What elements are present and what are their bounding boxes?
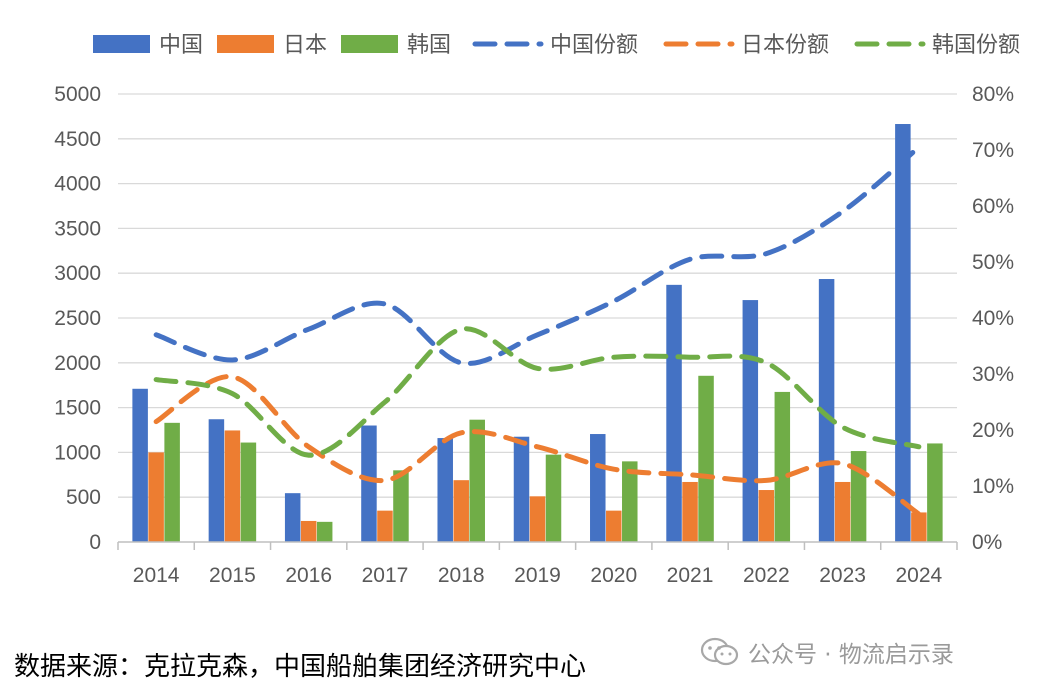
bar (240, 442, 257, 542)
bar (300, 520, 317, 542)
bar (284, 493, 301, 542)
legend-label: 日本 (283, 33, 327, 58)
legend-swatch (93, 35, 150, 53)
gridlines (118, 93, 957, 498)
wechat-icon (700, 637, 739, 666)
bar (895, 124, 911, 543)
legend-label: 中国 (159, 33, 203, 58)
bar (834, 481, 851, 542)
share-lines (153, 144, 922, 517)
legend-label: 韩国份额 (932, 33, 1020, 58)
axes: 0 500 1000 1500 2000 2500 3000 3500 4000 4500 5000… (54, 83, 1014, 587)
bar (469, 419, 485, 542)
y-right-tick-label: 40% (972, 307, 1014, 330)
y-left-tick-label: 0 (89, 531, 101, 554)
y-right-tick-label: 70% (972, 139, 1014, 162)
y-left-tick-label: 4500 (54, 128, 101, 151)
bar (758, 490, 775, 542)
bar (682, 481, 698, 542)
x-tick-label: 2017 (362, 564, 409, 587)
y-right-tick-label: 50% (972, 251, 1014, 274)
y-right-tick-label: 10% (972, 475, 1014, 498)
bar (622, 461, 638, 542)
x-tick-label: 2016 (285, 564, 332, 587)
bar (208, 419, 225, 542)
bar (742, 300, 759, 542)
bar (393, 470, 409, 542)
y-left-tick-label: 1500 (54, 397, 101, 420)
bar (132, 388, 148, 542)
bar (606, 510, 622, 542)
bar (590, 434, 606, 542)
share-line (153, 144, 922, 366)
y-left-tick-label: 3500 (54, 217, 101, 240)
legend-label: 韩国 (407, 33, 451, 58)
x-tick-label: 2014 (133, 564, 180, 587)
y-left-tick-label: 2000 (54, 352, 101, 375)
watermark-text: 公众号 · 物流启示录 (748, 642, 954, 668)
bar (545, 454, 562, 542)
bar (316, 521, 333, 542)
y-left-tick-label: 3000 (54, 262, 101, 285)
bar (774, 391, 791, 542)
bar (513, 436, 530, 542)
x-tick-label: 2023 (819, 564, 866, 587)
y-right-tick-label: 0% (972, 531, 1002, 554)
y-left-tick-label: 5000 (54, 83, 101, 106)
bars (132, 124, 943, 543)
bar (911, 512, 927, 542)
y-right-tick-label: 80% (972, 83, 1014, 106)
bar (148, 452, 164, 542)
y-left-tick-label: 500 (66, 486, 101, 509)
legend-swatch (341, 35, 398, 53)
x-tick-label: 2018 (438, 564, 485, 587)
legend-swatch (217, 35, 274, 53)
bar (666, 284, 682, 542)
y-right-tick-label: 20% (972, 419, 1014, 442)
y-right-tick-label: 30% (972, 363, 1014, 386)
share-line (153, 326, 922, 458)
share-line (153, 374, 922, 517)
x-tick-label: 2020 (590, 564, 637, 587)
x-tick-label: 2024 (896, 564, 943, 587)
legend-label: 中国份额 (550, 33, 638, 58)
y-left-tick-label: 4000 (54, 173, 101, 196)
watermark: 公众号 · 物流启示录 (700, 634, 954, 670)
bar (361, 425, 377, 542)
chart: 中国 日本 韩国 中国份额 日本份额 韩国份额 0 500 1000 1500 2000 2500 3… (54, 33, 1020, 587)
bar (529, 496, 546, 542)
x-tick-label: 2015 (209, 564, 256, 587)
bar (698, 375, 714, 542)
y-left-tick-label: 1000 (54, 441, 101, 464)
y-right-tick-label: 60% (972, 195, 1014, 218)
x-tick-label: 2021 (667, 564, 714, 587)
legend-label: 日本份额 (741, 33, 829, 58)
bar (818, 279, 835, 542)
bar (164, 422, 180, 542)
bar (377, 510, 393, 542)
x-tick-label: 2022 (743, 564, 790, 587)
bar (453, 480, 469, 542)
bar (927, 443, 943, 542)
bar (437, 438, 453, 542)
y-left-tick-label: 2500 (54, 307, 101, 330)
x-tick-label: 2019 (514, 564, 561, 587)
source-note: 数据来源：克拉克森，中国船舶集团经济研究中心 (14, 652, 587, 682)
legend: 中国 日本 韩国 中国份额 日本份额 韩国份额 (93, 33, 1020, 58)
bar (224, 430, 241, 542)
